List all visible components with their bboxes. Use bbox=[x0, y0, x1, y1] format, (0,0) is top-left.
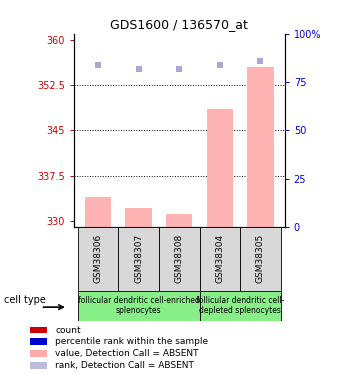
Title: GDS1600 / 136570_at: GDS1600 / 136570_at bbox=[110, 18, 248, 31]
Bar bbox=[126, 208, 152, 227]
Bar bbox=[240, 227, 281, 291]
Text: rank, Detection Call = ABSENT: rank, Detection Call = ABSENT bbox=[56, 361, 194, 370]
Point bbox=[217, 62, 223, 68]
Point bbox=[258, 58, 263, 64]
Bar bbox=[30, 327, 47, 333]
Text: count: count bbox=[56, 326, 81, 334]
Point bbox=[136, 66, 141, 72]
Text: GSM38307: GSM38307 bbox=[134, 234, 143, 284]
Bar bbox=[30, 350, 47, 357]
Text: GSM38304: GSM38304 bbox=[215, 234, 224, 284]
Text: follicular dendritic cell-enriched
splenocytes: follicular dendritic cell-enriched splen… bbox=[78, 296, 200, 315]
Bar bbox=[118, 227, 159, 291]
Point bbox=[95, 62, 101, 68]
Text: percentile rank within the sample: percentile rank within the sample bbox=[56, 337, 209, 346]
Bar bbox=[200, 291, 281, 321]
Text: cell type: cell type bbox=[4, 295, 46, 304]
Bar bbox=[30, 362, 47, 369]
Text: GSM38306: GSM38306 bbox=[94, 234, 103, 284]
Text: GSM38308: GSM38308 bbox=[175, 234, 184, 284]
Bar bbox=[159, 227, 200, 291]
Bar bbox=[166, 214, 192, 227]
Text: GSM38305: GSM38305 bbox=[256, 234, 265, 284]
Text: value, Detection Call = ABSENT: value, Detection Call = ABSENT bbox=[56, 349, 199, 358]
Text: follicular dendritic cell-
depleted splenocytes: follicular dendritic cell- depleted sple… bbox=[196, 296, 284, 315]
Bar bbox=[30, 338, 47, 345]
Point bbox=[177, 66, 182, 72]
Bar bbox=[206, 109, 233, 227]
Bar bbox=[247, 67, 273, 227]
Bar bbox=[85, 197, 111, 227]
Bar bbox=[78, 291, 200, 321]
Bar bbox=[78, 227, 118, 291]
Bar bbox=[200, 227, 240, 291]
